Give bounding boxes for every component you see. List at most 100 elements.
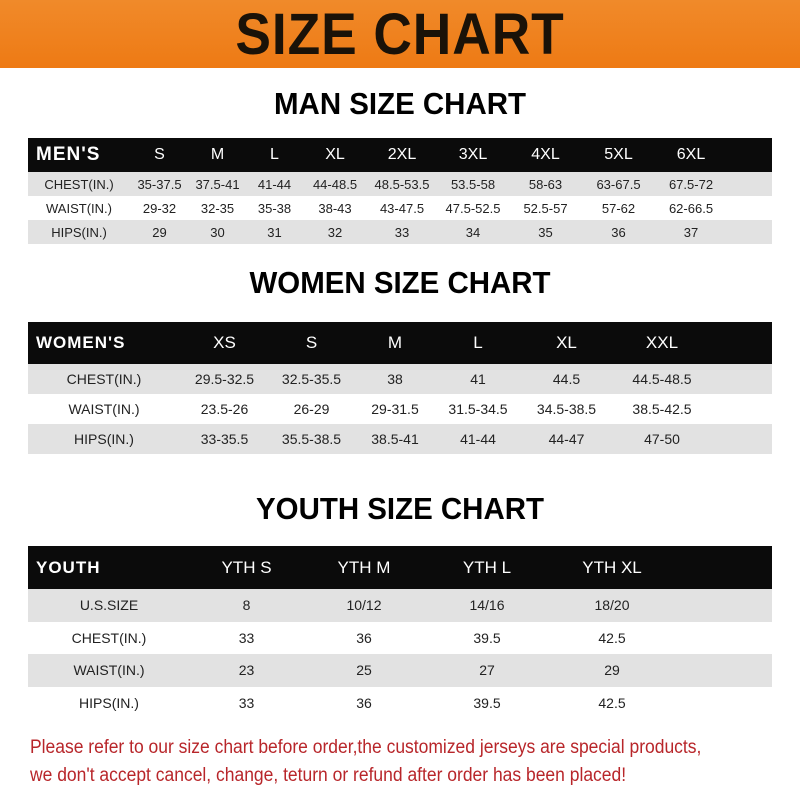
size-header: 6XL [676,146,706,163]
size-header: 4XL [531,146,560,163]
youth-size-table: YOUTH YTH S YTH M YTH L YTH XL U.S.SIZE 8 10/12… [28,546,772,719]
row-label: HIPS(IN.) [51,224,107,240]
table-cell: 32-35 [200,200,235,216]
table-cell: 31.5-34.5 [448,401,508,417]
table-cell: 26-29 [293,401,330,417]
size-header: YTH M [337,557,391,577]
table-cell: 38.5-42.5 [632,401,692,417]
table-cell: 37 [683,224,699,240]
size-header: 5XL [604,146,633,163]
row-label: CHEST(IN.) [71,629,147,646]
table-cell: 29-32 [142,200,177,216]
table-row: WAIST(IN.) 23.5-26 26-29 29-31.5 31.5-34.5 34… [28,394,772,424]
table-cell: 23.5-26 [200,401,249,417]
size-header: XL [556,333,577,352]
table-cell: 38 [387,371,403,387]
table-header-row: WOMEN'S XS S M L XL XXL [28,322,772,364]
notice-line-2: we don't accept cancel, change, teturn o… [30,765,627,786]
row-label: U.S.SIZE [79,597,139,614]
order-notice: Please refer to our size chart before or… [30,734,729,790]
table-cell: 53.5-58 [450,176,496,192]
table-cell: 23 [238,662,255,679]
table-cell: 14/16 [469,597,505,614]
table-cell: 48.5-53.5 [374,176,430,192]
table-cell: 41 [470,371,486,387]
table-cell: 34 [465,224,481,240]
table-cell: 36 [356,694,372,711]
table-header-row: YOUTH YTH S YTH M YTH L YTH XL [28,546,772,589]
table-row: HIPS(IN.) 29 30 31 32 33 34 35 36 37 [28,220,772,244]
table-cell: 39.5 [473,629,501,646]
size-header: YTH XL [582,557,642,577]
table-cell: 47.5-52.5 [445,200,501,216]
table-cell: 25 [356,662,372,679]
table-cell: 32 [327,224,343,240]
table-row: CHEST(IN.) 29.5-32.5 32.5-35.5 38 41 44.5 44.5… [28,364,772,394]
women-size-table: WOMEN'S XS S M L XL XXL CHEST(IN.) 29.5-32.5 32.5… [28,322,772,454]
row-label: HIPS(IN.) [79,694,139,711]
table-cell: 10/12 [346,597,382,614]
table-cell: 39.5 [473,694,501,711]
size-header: M [210,146,225,163]
table-cell: 36 [356,629,372,646]
youth-title: YOUTH SIZE CHART [256,491,544,526]
table-cell: 35-38 [257,200,292,216]
table-cell: 44-47 [548,431,585,447]
table-cell: 29 [604,662,620,679]
table-cell: 62-66.5 [668,200,714,216]
size-header: XXL [645,333,679,352]
size-header: XL [325,146,345,163]
table-title-cell: WOMEN'S [36,333,126,352]
table-cell: 38.5-41 [371,431,419,447]
size-header: XS [213,333,236,352]
table-cell: 43-47.5 [379,200,425,216]
size-header: YTH L [462,557,512,577]
table-cell: 18/20 [594,597,630,614]
banner: SIZE CHART [0,0,800,68]
table-row: U.S.SIZE 8 10/12 14/16 18/20 [28,589,772,622]
table-cell: 44.5 [552,371,581,387]
row-label: CHEST(IN.) [44,176,114,192]
row-label: WAIST(IN.) [68,401,140,417]
row-label: WAIST(IN.) [46,200,112,216]
table-cell: 57-62 [601,200,636,216]
table-cell: 33-35.5 [200,431,249,447]
table-cell: 63-67.5 [596,176,641,192]
women-title: WOMEN SIZE CHART [249,265,551,300]
table-cell: 33 [394,224,410,240]
table-cell: 38-43 [318,200,352,216]
men-size-table: MEN'S S M L XL 2XL 3XL 4XL 5XL 6XL CHEST(IN.) 35-37… [28,138,772,244]
row-label: HIPS(IN.) [74,431,134,447]
table-title-cell: MEN'S [36,144,101,165]
row-label: CHEST(IN.) [66,371,142,387]
table-row: HIPS(IN.) 33-35.5 35.5-38.5 38.5-41 41-44 44-… [28,424,772,454]
size-header: S [154,146,165,163]
table-cell: 44-48.5 [312,176,358,192]
table-cell: 35 [538,224,553,240]
table-cell: 35.5-38.5 [281,431,342,447]
table-cell: 32.5-35.5 [281,371,342,387]
table-cell: 29-31.5 [371,401,419,417]
table-cell: 42.5 [598,629,626,646]
size-header: L [270,146,279,163]
table-cell: 29 [152,224,167,240]
size-header: M [387,333,403,352]
table-cell: 47-50 [644,431,680,447]
size-header: YTH S [221,557,272,577]
table-row: CHEST(IN.) 33 36 39.5 42.5 [28,621,772,654]
row-label: WAIST(IN.) [73,662,145,679]
table-cell: 44.5-48.5 [632,371,692,387]
table-cell: 37.5-41 [195,176,240,192]
table-cell: 42.5 [598,694,626,711]
table-cell: 30 [210,224,225,240]
table-cell: 67.5-72 [668,176,714,192]
table-cell: 35-37.5 [137,176,182,192]
table-cell: 31 [267,224,282,240]
size-header: S [305,333,318,352]
table-cell: 41-44 [460,431,496,447]
table-cell: 52.5-57 [523,200,568,216]
table-row: CHEST(IN.) 35-37.5 37.5-41 41-44 44-48.5 48.5… [28,172,772,196]
table-cell: 41-44 [257,176,292,192]
table-cell: 27 [479,662,495,679]
size-header: L [473,333,483,352]
